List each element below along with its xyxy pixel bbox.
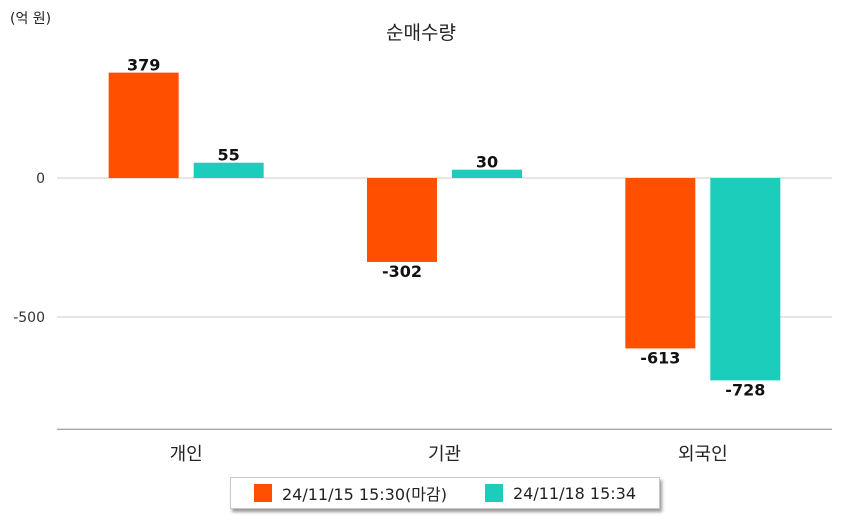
x-category-label: 기관 xyxy=(428,444,461,465)
bar xyxy=(452,169,522,178)
legend-label-series-1: 24/11/15 15:30(마감) xyxy=(281,485,447,504)
y-tick-label: -500 xyxy=(13,310,45,326)
data-label: -302 xyxy=(382,262,422,281)
legend: 24/11/15 15:30(마감) 24/11/18 15:34 xyxy=(230,477,660,509)
legend-item-series-2[interactable]: 24/11/18 15:34 xyxy=(484,483,637,503)
data-label: -728 xyxy=(725,380,765,399)
x-category-label: 개인 xyxy=(170,444,203,465)
y-unit-label: (억 원) xyxy=(10,11,52,27)
x-category-label: 외국인 xyxy=(678,444,728,465)
legend-item-series-1[interactable]: 24/11/15 15:30(마감) xyxy=(253,481,447,505)
data-label: 379 xyxy=(127,56,160,75)
legend-label-series-2: 24/11/18 15:34 xyxy=(512,483,637,503)
chart-plot: 0 -500 379 55 개인 -302 30 기관 -613 -728 외국인 xyxy=(13,56,832,465)
data-label: 55 xyxy=(218,146,240,165)
data-label: -613 xyxy=(640,348,680,367)
bar xyxy=(193,162,264,178)
bar xyxy=(710,178,781,381)
y-tick-label: 0 xyxy=(36,171,45,187)
legend-swatch-series-1 xyxy=(253,484,272,502)
chart-title: 순매수량 xyxy=(386,22,456,44)
bar xyxy=(367,178,437,262)
bar xyxy=(108,72,179,178)
data-label: 30 xyxy=(476,153,498,172)
legend-swatch-series-2 xyxy=(484,484,503,502)
bar xyxy=(625,178,696,349)
